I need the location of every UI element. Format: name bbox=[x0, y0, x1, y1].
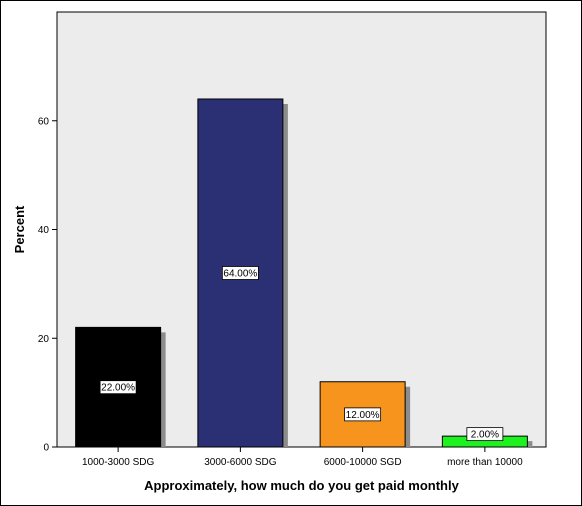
bars-group: 22.00% 1000-3000 SDG 64.00% 3000-6000 SDG 12… bbox=[75, 98, 533, 468]
x-tick-label: 6000-10000 SGD bbox=[324, 457, 402, 468]
y-tick-label: 0 bbox=[43, 443, 49, 454]
data-label: 12.00% bbox=[346, 410, 380, 421]
data-label-box bbox=[99, 380, 137, 395]
data-label: 22.00% bbox=[101, 383, 135, 394]
data-label-box bbox=[221, 266, 259, 280]
data-label-box bbox=[466, 427, 504, 442]
y-tick-label: 40 bbox=[38, 225, 50, 236]
data-label-box bbox=[344, 407, 382, 422]
x-tick-label: 3000-6000 SDG bbox=[204, 457, 276, 468]
data-label: 64.00% bbox=[223, 269, 257, 280]
y-tick-label: 20 bbox=[38, 334, 50, 345]
y-axis-title: Percent bbox=[12, 205, 27, 253]
x-tick-label: 1000-3000 SDG bbox=[82, 457, 154, 468]
axes-group: 0 20 40 60 bbox=[38, 116, 57, 454]
y-tick-label: 60 bbox=[38, 116, 50, 127]
data-label: 2.00% bbox=[471, 430, 499, 441]
x-axis-title: Approximately, how much do you get paid … bbox=[144, 478, 459, 493]
x-tick-label: more than 10000 bbox=[447, 457, 523, 468]
